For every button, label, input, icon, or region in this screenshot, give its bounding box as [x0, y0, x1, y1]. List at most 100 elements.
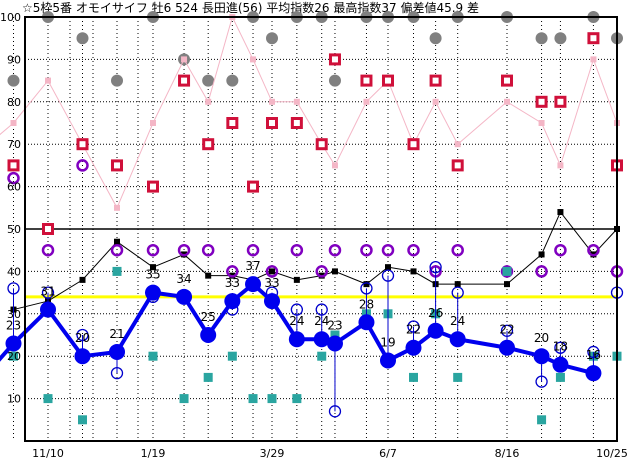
index-point — [585, 365, 602, 382]
gray-circle-marker — [429, 32, 442, 45]
index-data-label: 23 — [327, 318, 342, 332]
red-square-marker — [554, 95, 567, 108]
teal-square-marker — [453, 372, 463, 382]
purple-circle-marker — [246, 243, 260, 257]
red-square-marker — [247, 180, 260, 193]
red-square-marker — [226, 117, 239, 129]
pink-point — [331, 162, 338, 169]
red-square-marker — [147, 180, 159, 193]
black-point — [538, 251, 545, 258]
teal-square-marker — [179, 394, 189, 404]
purple-circle-marker — [587, 243, 600, 257]
red-square-marker — [315, 138, 328, 151]
red-square-marker — [407, 138, 420, 151]
index-point — [380, 352, 396, 369]
index-point — [313, 331, 330, 348]
index-data-label: 26 — [428, 306, 443, 320]
index-point — [264, 293, 280, 310]
index-data-label: 33 — [225, 276, 240, 290]
red-square-marker — [501, 74, 513, 87]
pink-point — [10, 120, 17, 126]
x-tick-label: 1/19 — [141, 447, 166, 460]
purple-circle-marker — [41, 243, 55, 257]
index-data-label: 34 — [176, 272, 191, 286]
purple-circle-marker — [290, 243, 304, 257]
purple-circle-marker — [146, 243, 160, 257]
index-point — [449, 331, 466, 348]
pink-point — [293, 98, 300, 105]
index-data-label: 24 — [450, 314, 465, 328]
x-tick-label: 3/29 — [260, 447, 285, 460]
purple-circle-marker — [381, 243, 395, 257]
blue-open-circle-marker — [7, 282, 20, 295]
y-tick-label: 50 — [7, 223, 21, 236]
y-tick-label: 20 — [7, 350, 21, 363]
teal-square-marker — [267, 394, 277, 404]
blue-open-circle-marker — [360, 282, 373, 295]
index-point — [200, 327, 217, 343]
index-data-label: 18 — [553, 340, 568, 354]
index-data-label: 20 — [534, 331, 549, 345]
index-point — [288, 331, 305, 348]
teal-square-marker — [112, 266, 122, 276]
pink-point — [363, 98, 370, 105]
index-point — [74, 348, 91, 365]
black-point — [205, 272, 212, 279]
index-data-label: 21 — [109, 327, 124, 341]
y-tick-label: 70 — [7, 138, 21, 151]
index-data-label: 37 — [245, 259, 260, 273]
pink-point — [181, 56, 188, 63]
index-point — [109, 343, 125, 360]
blue-open-circle-marker — [290, 303, 304, 316]
gray-circle-marker — [226, 74, 239, 87]
index-point — [245, 276, 262, 293]
index-data-label: 23 — [6, 318, 21, 332]
y-tick-label: 60 — [7, 181, 21, 194]
purple-circle-marker — [315, 265, 328, 278]
purple-circle-marker — [451, 243, 464, 257]
blue-open-circle-marker — [429, 261, 442, 274]
index-point — [358, 314, 375, 331]
gray-circle-marker — [202, 74, 215, 87]
purple-circle-marker — [226, 265, 239, 278]
purple-circle-marker — [407, 243, 420, 257]
index-data-label: 24 — [314, 314, 329, 328]
purple-circle-marker — [7, 171, 20, 185]
blue-open-circle-marker — [407, 320, 420, 333]
pink-point — [504, 98, 510, 105]
grid — [13, 17, 618, 441]
index-point — [5, 335, 22, 352]
teal-square-marker — [248, 394, 258, 404]
black-point — [79, 276, 86, 283]
y-tick-label: 90 — [7, 53, 21, 66]
black-point — [504, 281, 510, 288]
red-square-marker — [290, 117, 303, 129]
red-square-marker — [111, 159, 123, 172]
chart-title: ☆5枠5番 オモイサイフ 牡6 524 長田進(56) 平均指数26 最高指数3… — [22, 0, 479, 15]
pink-point — [250, 56, 257, 63]
x-tick-label: 6/7 — [379, 447, 397, 460]
index-data-label: 33 — [264, 276, 279, 290]
purple-circle-marker — [360, 243, 373, 257]
red-square-marker — [382, 74, 394, 87]
gray-circle-marker — [328, 74, 341, 87]
axes: 10 20 30 40 50 60 70 80 90 100 11/10 1/19 3/29 6/7 8/1… — [0, 11, 628, 460]
blue-open-circle-marker — [451, 286, 464, 299]
blue-open-circle-marker — [381, 269, 395, 282]
black-point — [410, 268, 417, 275]
index-data-label: 22 — [499, 323, 514, 337]
black-point — [557, 209, 564, 216]
x-tick-label: 11/10 — [32, 447, 64, 460]
red-square-marker — [178, 74, 191, 87]
index-data-label: 35 — [145, 268, 160, 282]
index-data-label: 31 — [40, 285, 55, 299]
gray-circle-marker — [111, 74, 123, 87]
blue-open-circle-marker — [328, 405, 342, 418]
index-point — [552, 356, 569, 373]
purple-circle-marker — [265, 265, 279, 278]
teal-square-marker — [148, 351, 158, 361]
black-point — [293, 276, 300, 283]
x-tick-label: 8/16 — [495, 447, 520, 460]
